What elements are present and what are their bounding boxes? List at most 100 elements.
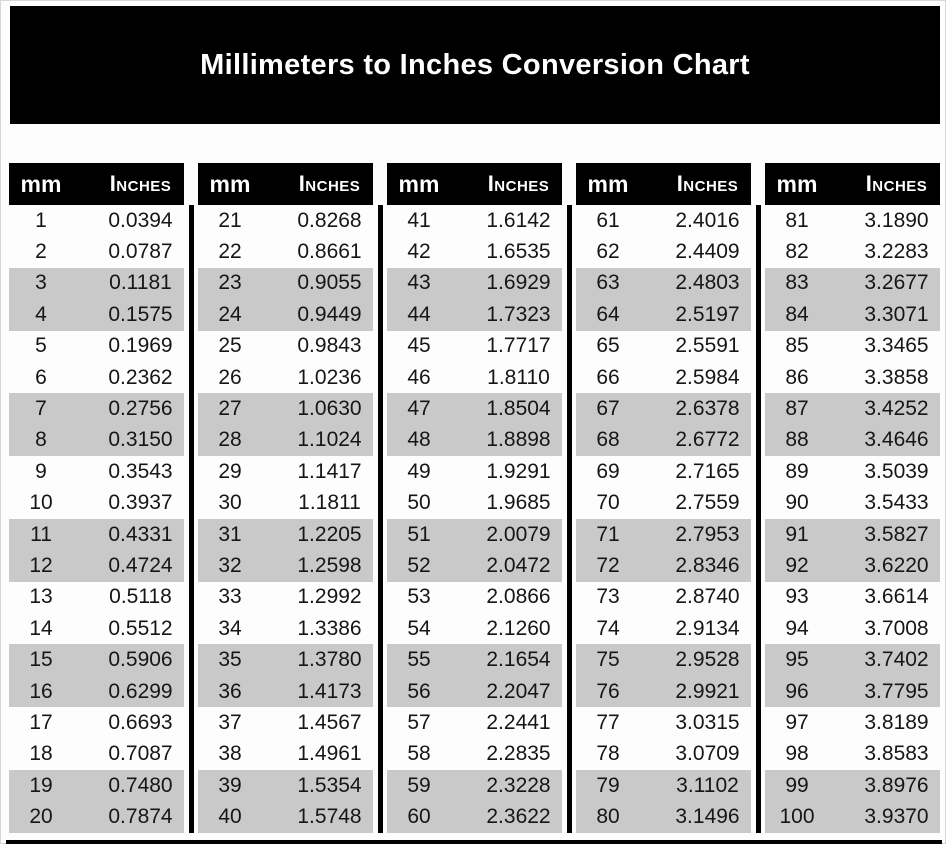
table-row: 54 2.1260 bbox=[387, 613, 562, 644]
inches-value-cell: 2.9921 bbox=[675, 679, 740, 703]
inches-value-cell: 1.1811 bbox=[298, 491, 361, 515]
mm-value-cell: 74 bbox=[596, 616, 620, 640]
mm-value-cell: 5 bbox=[35, 334, 47, 358]
mm-value-cell: 19 bbox=[29, 773, 53, 797]
inches-value-cell: 3.8189 bbox=[864, 710, 929, 734]
mm-value-cell: 17 bbox=[29, 710, 53, 734]
inches-value-cell: 2.4803 bbox=[675, 271, 740, 295]
table-row: 73 2.8740 bbox=[576, 582, 751, 613]
mm-value-cell: 16 bbox=[29, 679, 53, 703]
table-row: 60 2.3622 bbox=[387, 801, 562, 833]
inches-value-cell: 1.2598 bbox=[297, 553, 362, 577]
mm-value-cell: 10 bbox=[29, 491, 53, 515]
table-gap bbox=[751, 163, 765, 833]
mm-value-cell: 53 bbox=[407, 585, 431, 609]
inches-column-header: Inches bbox=[487, 171, 550, 196]
mm-column-header: mm bbox=[209, 170, 251, 197]
inches-value-cell: 2.8740 bbox=[675, 585, 740, 609]
conversion-table: mm Inches 1 0.0394 2 0.0787 3 0.1181 4 0… bbox=[9, 163, 184, 833]
table-row: 91 3.5827 bbox=[765, 518, 940, 551]
mm-value-cell: 99 bbox=[785, 773, 809, 797]
inches-value-cell: 3.6220 bbox=[864, 553, 929, 577]
inches-value-cell: 1.1024 bbox=[297, 428, 362, 452]
table-row: 40 1.5748 bbox=[198, 801, 373, 833]
mm-value-cell: 50 bbox=[407, 491, 431, 515]
table-row: 24 0.9449 bbox=[198, 299, 373, 331]
inches-value-cell: 2.2047 bbox=[486, 679, 551, 703]
table-row: 83 3.2677 bbox=[765, 267, 940, 300]
title-banner: Millimeters to Inches Conversion Chart bbox=[10, 6, 940, 124]
mm-value-cell: 63 bbox=[596, 271, 620, 295]
mm-value-cell: 43 bbox=[407, 271, 431, 295]
mm-value-cell: 39 bbox=[218, 773, 242, 797]
mm-value-cell: 77 bbox=[596, 710, 620, 734]
mm-value-cell: 15 bbox=[29, 648, 53, 672]
table-row: 21 0.8268 bbox=[198, 205, 373, 236]
mm-value-cell: 3 bbox=[35, 271, 47, 295]
table-row: 97 3.8189 bbox=[765, 707, 940, 738]
mm-value-cell: 7 bbox=[35, 397, 47, 421]
inches-value-cell: 1.0236 bbox=[297, 365, 362, 389]
table-row: 2 0.0787 bbox=[9, 236, 184, 267]
table-row: 85 3.3465 bbox=[765, 331, 940, 362]
mm-column-header: mm bbox=[776, 170, 818, 197]
table-row: 10 0.3937 bbox=[9, 488, 184, 519]
inches-value-cell: 0.0394 bbox=[108, 208, 173, 232]
inches-value-cell: 3.4646 bbox=[864, 428, 929, 452]
inches-value-cell: 1.5354 bbox=[297, 773, 362, 797]
mm-value-cell: 14 bbox=[29, 616, 53, 640]
page-title: Millimeters to Inches Conversion Chart bbox=[200, 48, 750, 81]
inches-value-cell: 1.4173 bbox=[297, 679, 362, 703]
inches-value-cell: 0.3150 bbox=[108, 428, 173, 452]
mm-value-cell: 71 bbox=[596, 522, 620, 546]
table-row: 66 2.5984 bbox=[576, 362, 751, 393]
table-gap bbox=[184, 163, 198, 833]
table-row: 30 1.1811 bbox=[198, 488, 373, 519]
inches-value-cell: 2.7165 bbox=[675, 459, 740, 483]
mm-value-cell: 20 bbox=[29, 805, 53, 829]
inches-value-cell: 3.1496 bbox=[675, 805, 740, 829]
table-row: 25 0.9843 bbox=[198, 331, 373, 362]
mm-value-cell: 95 bbox=[785, 648, 809, 672]
inches-column-header: Inches bbox=[676, 171, 739, 196]
table-row: 44 1.7323 bbox=[387, 299, 562, 331]
mm-value-cell: 96 bbox=[785, 679, 809, 703]
table-row: 95 3.7402 bbox=[765, 644, 940, 676]
table-row: 19 0.7480 bbox=[9, 770, 184, 802]
inches-value-cell: 1.9685 bbox=[486, 491, 551, 515]
inches-value-cell: 3.9370 bbox=[864, 805, 929, 829]
mm-value-cell: 83 bbox=[785, 271, 809, 295]
mm-value-cell: 37 bbox=[218, 710, 242, 734]
inches-value-cell: 0.3543 bbox=[108, 459, 173, 483]
table-row: 27 1.0630 bbox=[198, 393, 373, 425]
inches-value-cell: 0.4331 bbox=[108, 522, 173, 546]
table-row: 50 1.9685 bbox=[387, 488, 562, 519]
inches-value-cell: 0.2362 bbox=[108, 365, 173, 389]
table-row: 45 1.7717 bbox=[387, 331, 562, 362]
inches-value-cell: 2.0866 bbox=[486, 585, 551, 609]
mm-value-cell: 66 bbox=[596, 365, 620, 389]
table-row: 37 1.4567 bbox=[198, 707, 373, 738]
table-header-row: mm Inches bbox=[765, 163, 940, 205]
table-row: 76 2.9921 bbox=[576, 675, 751, 708]
table-row: 52 2.0472 bbox=[387, 550, 562, 582]
inches-value-cell: 3.3465 bbox=[864, 334, 929, 358]
mm-value-cell: 76 bbox=[596, 679, 620, 703]
inches-value-cell: 0.3937 bbox=[108, 491, 173, 515]
inches-value-cell: 1.3386 bbox=[297, 616, 362, 640]
mm-value-cell: 22 bbox=[218, 240, 242, 264]
inches-value-cell: 2.9134 bbox=[675, 616, 740, 640]
table-row: 33 1.2992 bbox=[198, 582, 373, 613]
inches-value-cell: 0.7480 bbox=[108, 773, 173, 797]
table-row: 94 3.7008 bbox=[765, 613, 940, 644]
table-gap bbox=[373, 163, 387, 833]
mm-value-cell: 81 bbox=[785, 208, 809, 232]
tables-area: mm Inches 1 0.0394 2 0.0787 3 0.1181 4 0… bbox=[9, 163, 940, 833]
table-divider-line bbox=[378, 205, 383, 833]
mm-value-cell: 54 bbox=[407, 616, 431, 640]
mm-value-cell: 33 bbox=[218, 585, 242, 609]
table-header-row: mm Inches bbox=[576, 163, 751, 205]
table-row: 80 3.1496 bbox=[576, 801, 751, 833]
inches-value-cell: 0.7874 bbox=[108, 805, 173, 829]
table-row: 71 2.7953 bbox=[576, 518, 751, 551]
